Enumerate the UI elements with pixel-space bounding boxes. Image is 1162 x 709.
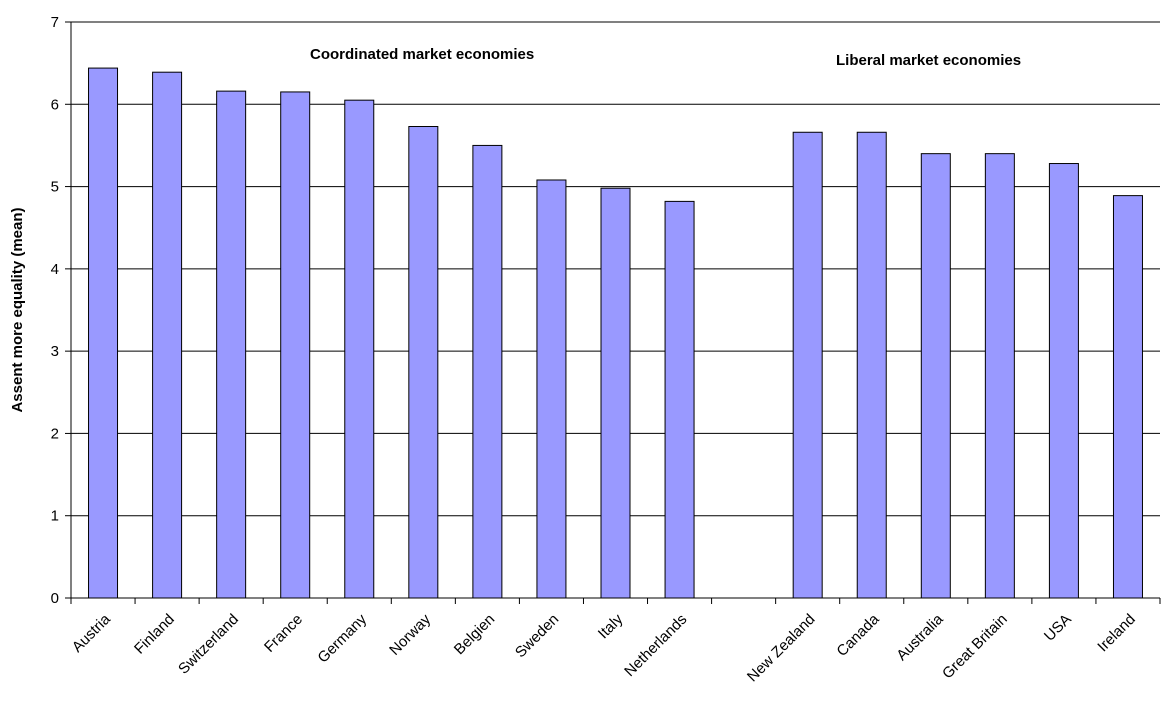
- bar: [856, 131, 887, 599]
- x-tick-label: Australia: [893, 610, 947, 664]
- x-tick-label: Great Britain: [939, 611, 1011, 683]
- bar: [152, 71, 183, 599]
- bar: [664, 200, 695, 599]
- bar: [408, 126, 439, 599]
- annotation-coordinated: Coordinated market economies: [310, 46, 534, 63]
- y-tick-label: 7: [51, 14, 59, 31]
- x-tick-label: Germany: [314, 610, 370, 666]
- y-tick-label: 2: [51, 425, 59, 442]
- x-tick-label: Switzerland: [175, 611, 242, 678]
- x-tick-label: New Zealand: [744, 611, 819, 686]
- x-tick-label: Italy: [595, 610, 627, 642]
- y-tick-label: 0: [51, 590, 59, 607]
- bar: [920, 153, 951, 599]
- y-tick-labels: 0 1 2 3 4 5 6 7: [51, 14, 59, 607]
- x-tick-label: Canada: [833, 610, 883, 660]
- annotation-liberal: Liberal market economies: [836, 52, 1021, 69]
- x-tick-label: Norway: [386, 610, 434, 658]
- axes: [65, 21, 1161, 604]
- x-tick-label: Netherlands: [621, 611, 690, 680]
- bar: [600, 187, 631, 599]
- bar: [280, 91, 311, 599]
- bar: [984, 153, 1015, 599]
- bar: [472, 144, 503, 599]
- x-tick-label: USA: [1041, 611, 1075, 645]
- y-tick-label: 4: [51, 261, 59, 278]
- bar: [1112, 195, 1143, 599]
- x-tick-label: Ireland: [1094, 611, 1138, 655]
- bar: [1048, 163, 1079, 599]
- x-tick-label: Austria: [69, 610, 114, 655]
- y-tick-label: 1: [51, 508, 59, 525]
- y-tick-label: 6: [51, 96, 59, 113]
- bars: [88, 67, 1143, 599]
- bar: [216, 90, 247, 599]
- bar: [344, 99, 375, 599]
- y-axis-label: Assent more equality (mean): [9, 207, 26, 412]
- bar: [88, 67, 119, 599]
- x-tick-label: France: [261, 611, 306, 656]
- bar: [536, 179, 567, 599]
- y-tick-label: 5: [51, 179, 59, 196]
- x-tick-label: Belgien: [451, 611, 498, 658]
- x-tick-label: Finland: [131, 611, 178, 658]
- y-tick-label: 3: [51, 343, 59, 360]
- bar: [792, 131, 823, 599]
- x-tick-label: Sweden: [512, 611, 562, 661]
